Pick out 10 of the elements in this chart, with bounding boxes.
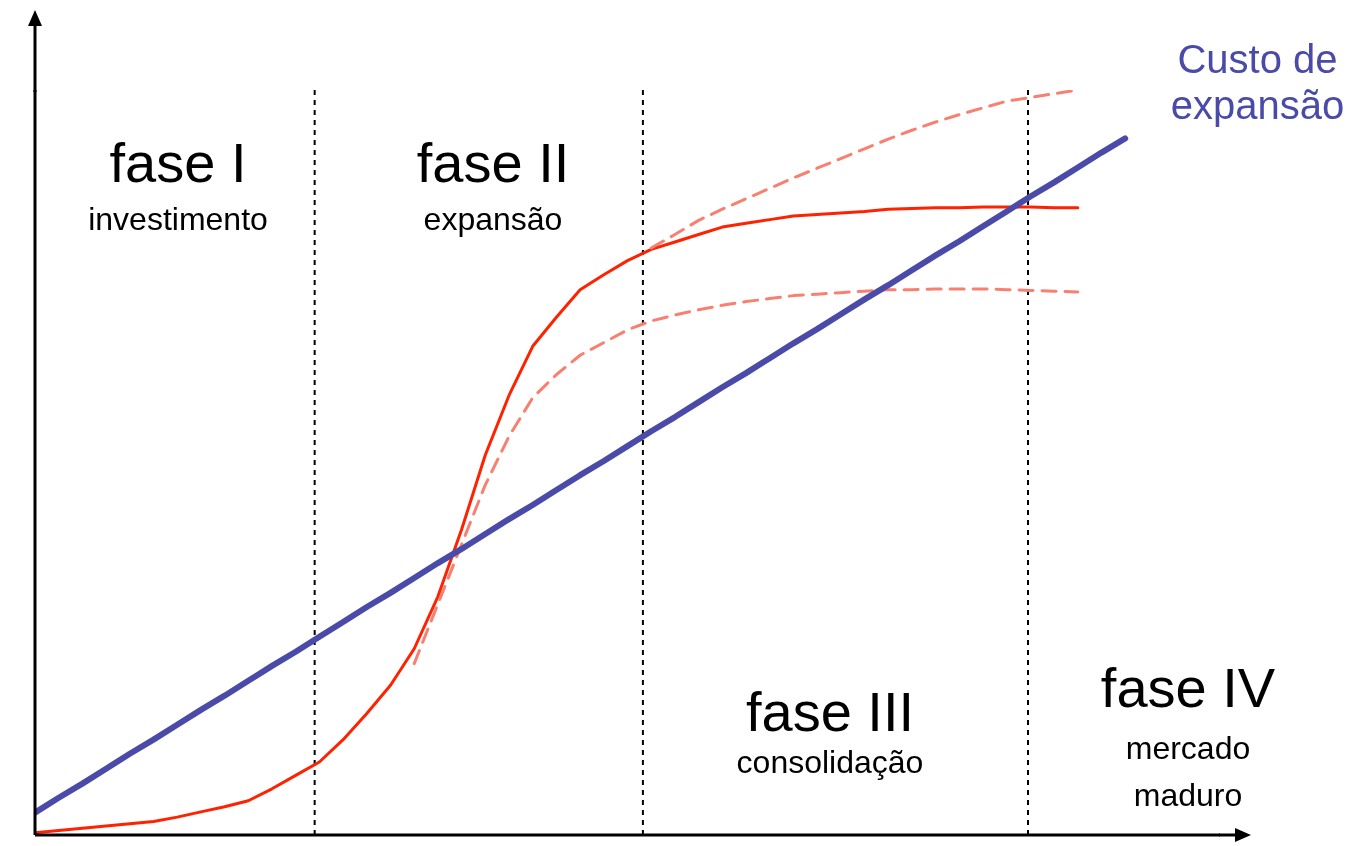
annotation: fase II: [416, 131, 570, 194]
annotation: fase IV: [1100, 656, 1276, 719]
annotation: consolidação: [736, 744, 924, 780]
annotation: mercado: [1125, 730, 1251, 766]
annotation: fase I: [109, 131, 247, 194]
annotation: expansão: [423, 201, 563, 237]
annotation: maduro: [1133, 777, 1243, 813]
annotation: investimento: [88, 201, 268, 237]
series-label: Custo de expansão: [1169, 36, 1346, 128]
annotation: fase III: [745, 680, 915, 743]
